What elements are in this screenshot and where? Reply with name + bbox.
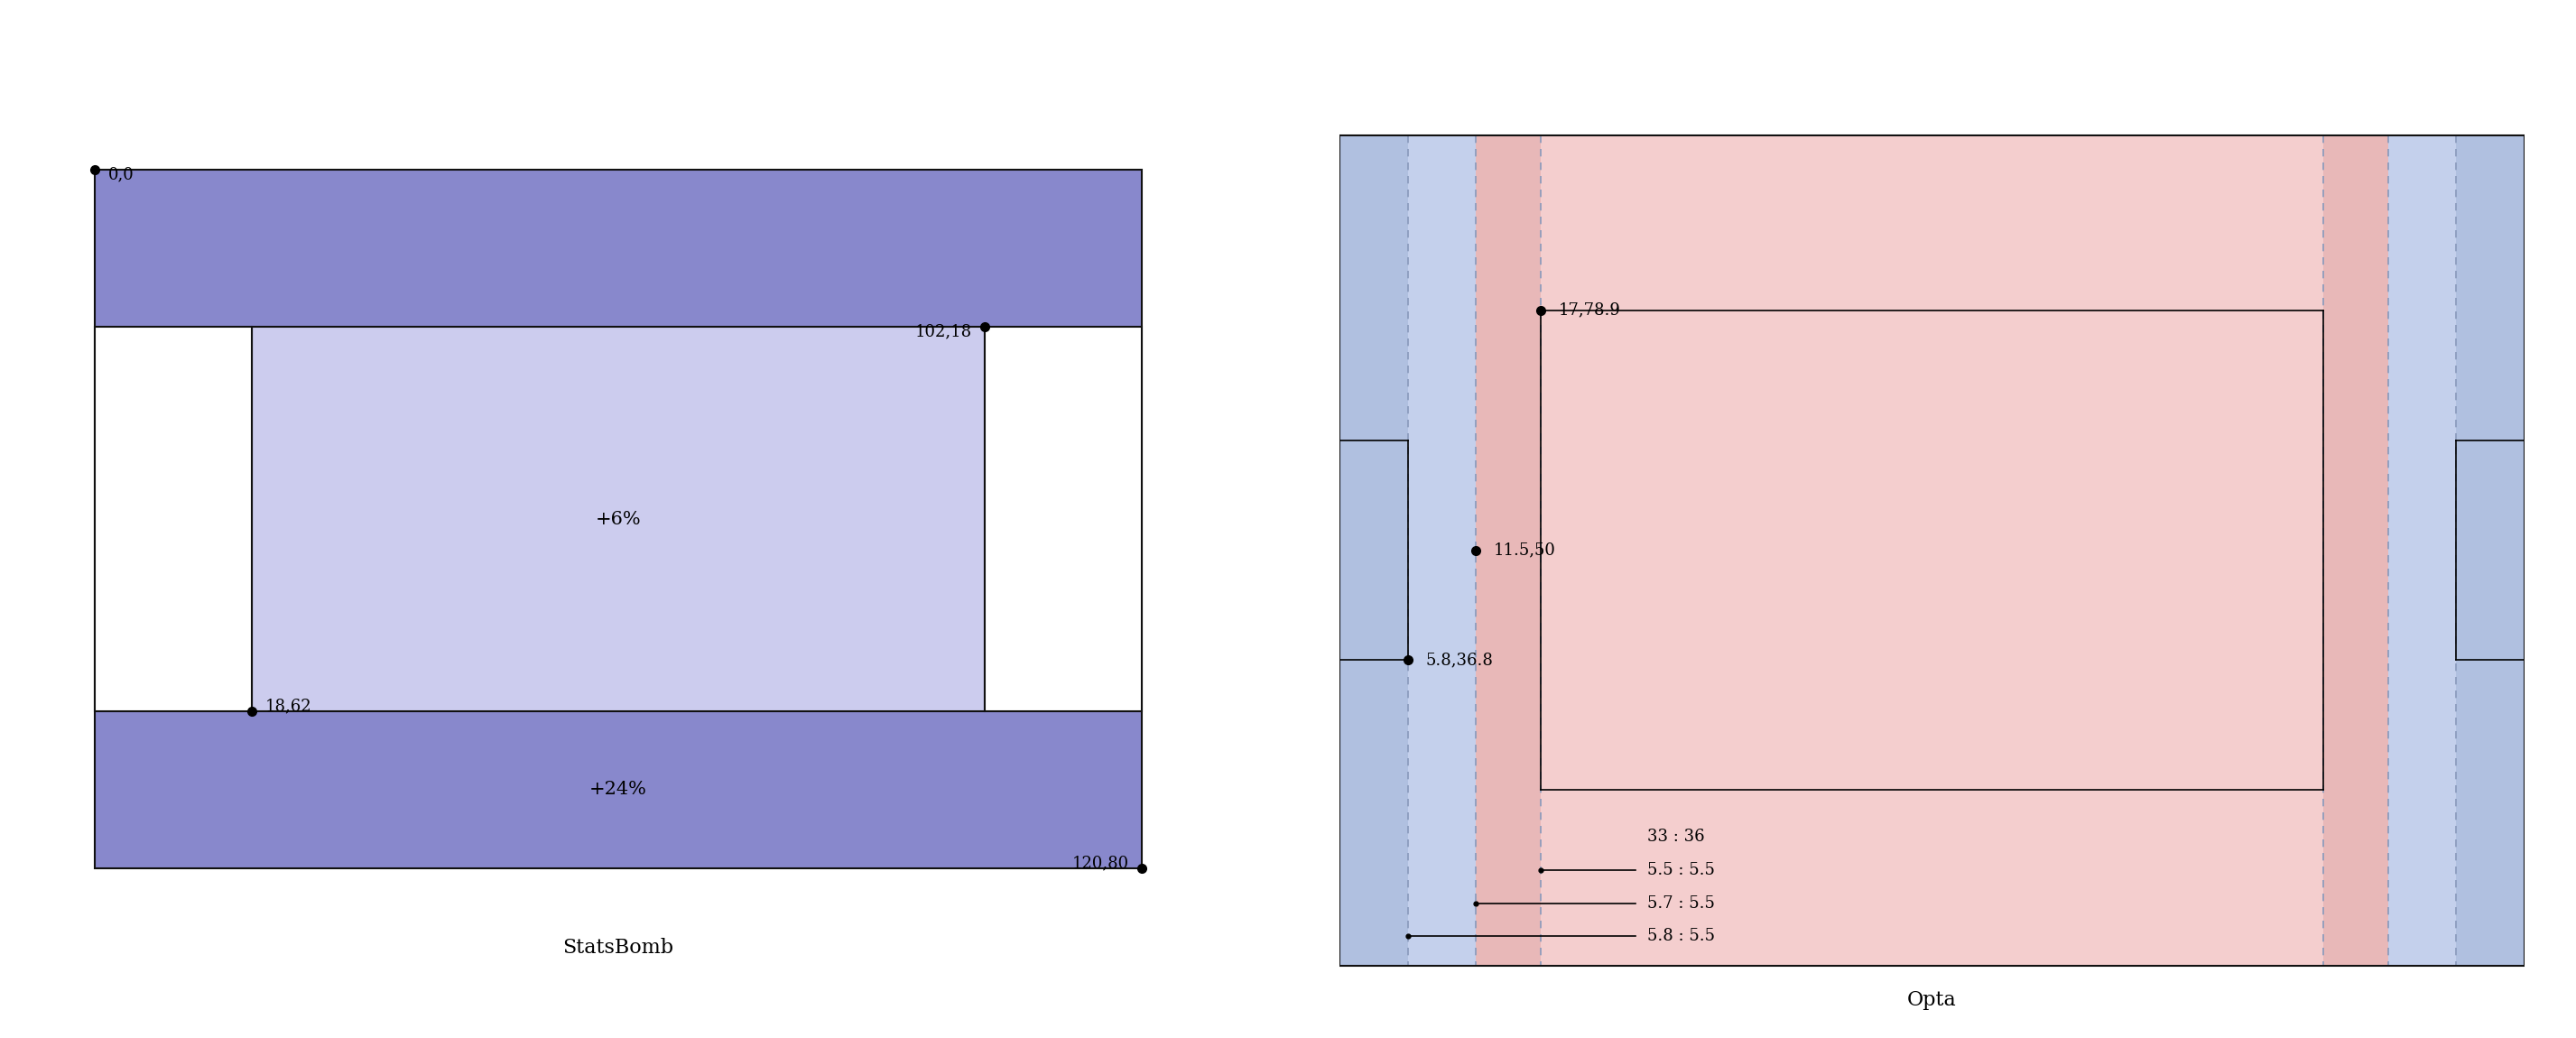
Text: 5.8 : 5.5: 5.8 : 5.5: [1649, 928, 1716, 945]
Text: 5.8,36.8: 5.8,36.8: [1427, 652, 1494, 667]
Bar: [1476, 135, 1540, 965]
Text: +6%: +6%: [595, 511, 641, 527]
Text: 18,62: 18,62: [265, 698, 312, 714]
Bar: [1340, 135, 1409, 965]
Bar: [1409, 135, 1476, 965]
Text: 5.7 : 5.5: 5.7 : 5.5: [1649, 895, 1716, 911]
Text: 120,80: 120,80: [1072, 855, 1128, 871]
Bar: [252, 327, 984, 711]
Bar: [2388, 135, 2455, 965]
Bar: [2324, 135, 2388, 965]
Text: Opta: Opta: [1906, 990, 1958, 1010]
Bar: [2455, 135, 2524, 965]
Bar: [984, 327, 1141, 711]
Text: 11.5,50: 11.5,50: [1494, 542, 1556, 558]
Text: 0,0: 0,0: [108, 167, 134, 183]
Text: 102,18: 102,18: [914, 324, 971, 340]
Bar: [1540, 135, 2324, 965]
Text: StatsBomb: StatsBomb: [562, 937, 675, 958]
Text: 17,78.9: 17,78.9: [1558, 302, 1620, 319]
Bar: [95, 327, 252, 711]
Text: 5.5 : 5.5: 5.5 : 5.5: [1649, 862, 1716, 878]
Text: +24%: +24%: [590, 781, 647, 798]
Text: 33 : 36: 33 : 36: [1649, 828, 1705, 845]
